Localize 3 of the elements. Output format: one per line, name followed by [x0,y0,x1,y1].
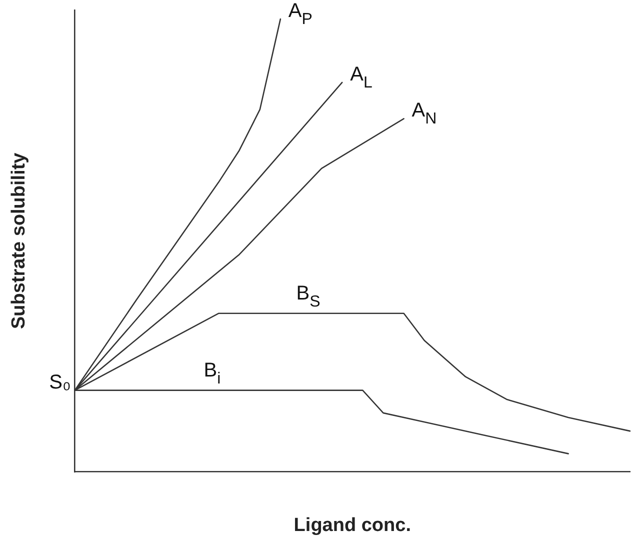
text: S₀ [49,371,71,394]
x-axis-title: Ligand conc. [294,514,411,536]
y-axis-title: Substrate solubility [8,152,30,330]
